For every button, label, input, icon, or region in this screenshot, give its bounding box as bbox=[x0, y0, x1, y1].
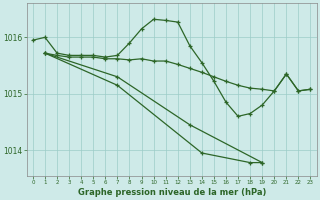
X-axis label: Graphe pression niveau de la mer (hPa): Graphe pression niveau de la mer (hPa) bbox=[77, 188, 266, 197]
